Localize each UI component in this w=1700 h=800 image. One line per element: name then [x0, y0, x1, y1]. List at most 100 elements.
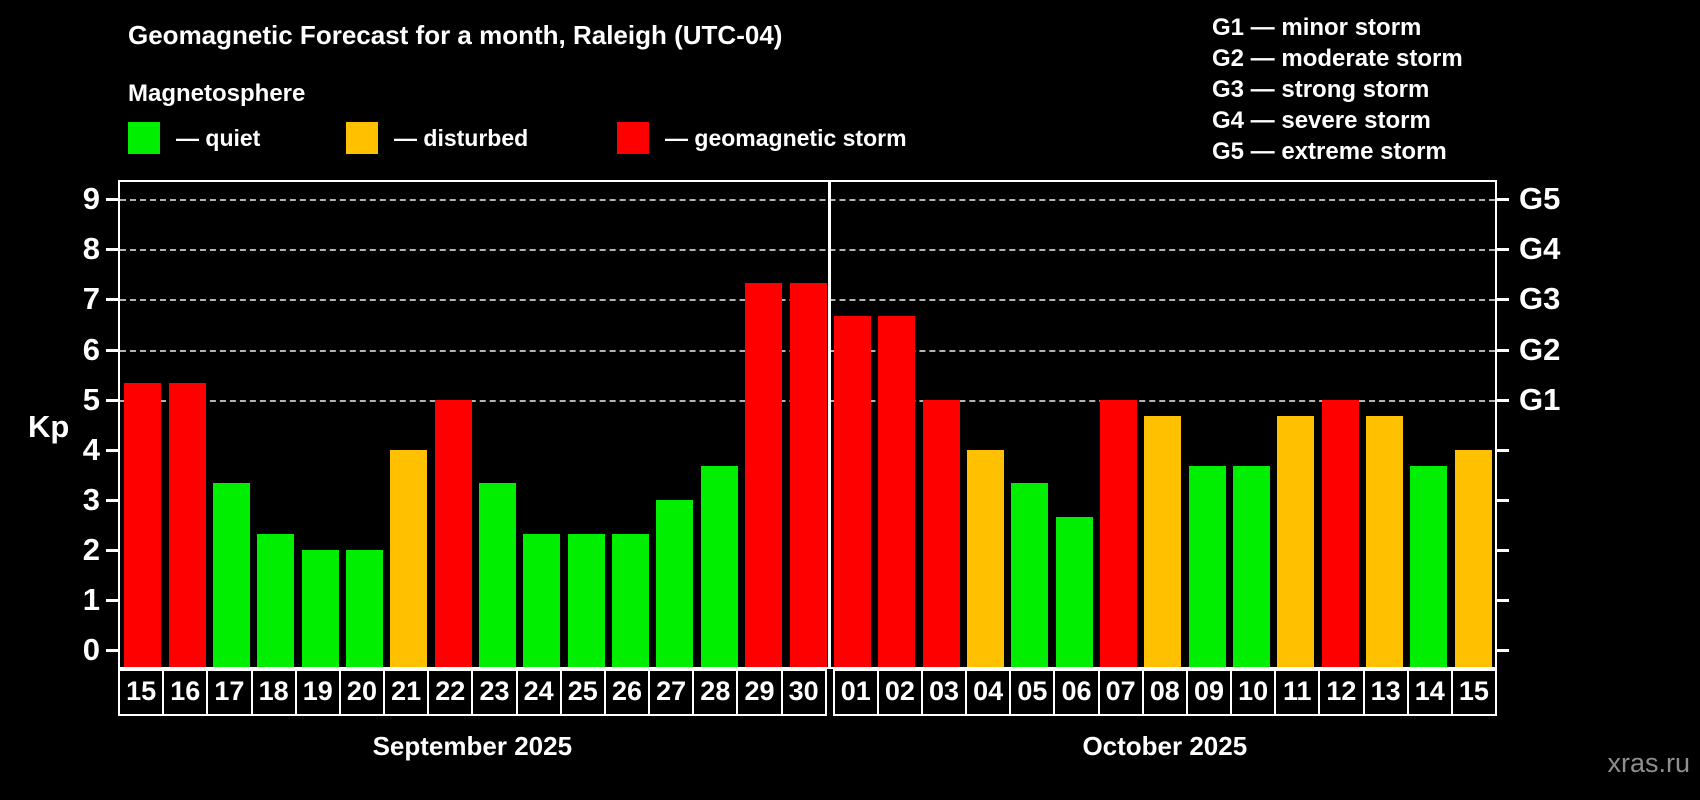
watermark: xras.ru	[1607, 748, 1690, 778]
month-label-0: September 2025	[372, 731, 573, 761]
y-tick-left-6	[106, 348, 118, 352]
day-cell-19: 19	[294, 669, 341, 716]
y-tick-right-4	[1497, 448, 1509, 452]
y-tick-left-3	[106, 498, 118, 502]
day-cell-23: 23	[471, 669, 518, 716]
y-tick-right-7	[1497, 298, 1509, 302]
day-cell-18: 18	[250, 669, 297, 716]
bar-day-15-storm	[124, 383, 162, 667]
y-axis-label-4: 4	[82, 431, 100, 467]
bar-day-01-storm	[833, 315, 871, 667]
g-legend-item-2: G2 — moderate storm	[1212, 45, 1463, 72]
day-cell-28: 28	[692, 669, 739, 716]
day-cell-29: 29	[736, 669, 783, 716]
day-cell-02: 02	[876, 669, 923, 716]
bar-day-28-quiet	[700, 466, 738, 667]
y-axis-label-9: 9	[82, 181, 100, 217]
g-legend-item-4: G4 — severe storm	[1212, 107, 1431, 134]
g-legend-item-5: G5 — extreme storm	[1212, 138, 1447, 165]
legend-item-disturbed: — disturbed	[346, 122, 528, 154]
chart-subtitle: Magnetosphere	[128, 80, 306, 107]
legend-item-storm: — geomagnetic storm	[617, 122, 907, 154]
day-cell-15: 15	[1450, 669, 1497, 716]
bar-day-20-quiet	[345, 550, 383, 667]
bar-day-30-storm	[789, 282, 827, 667]
month-separator-line	[827, 182, 831, 667]
month-labels: September 2025 October 2025	[118, 731, 1497, 762]
legend-item-quiet: — quiet	[128, 122, 260, 154]
day-cell-15: 15	[118, 669, 165, 716]
day-cell-08: 08	[1141, 669, 1188, 716]
day-cell-14: 14	[1406, 669, 1453, 716]
disturbed-swatch-icon	[346, 122, 378, 154]
g-axis-label-G4: G4	[1519, 231, 1561, 267]
bar-day-04-disturbed	[966, 449, 1004, 667]
day-cell-17: 17	[206, 669, 253, 716]
month-label-1: October 2025	[1082, 731, 1248, 761]
day-cell-30: 30	[780, 669, 827, 716]
bar-day-13-disturbed	[1366, 416, 1404, 667]
y-axis-label-6: 6	[82, 331, 100, 367]
bar-day-27-quiet	[656, 499, 694, 667]
y-tick-right-9	[1497, 198, 1509, 202]
y-axis-label-2: 2	[82, 532, 100, 568]
day-cell-25: 25	[559, 669, 606, 716]
y-tick-right-0	[1497, 649, 1509, 653]
day-cell-22: 22	[427, 669, 474, 716]
y-tick-right-1	[1497, 599, 1509, 603]
bar-day-07-storm	[1099, 399, 1137, 667]
gridline-kp-9	[120, 199, 1495, 202]
day-cell-05: 05	[1009, 669, 1056, 716]
g-axis-label-G3: G3	[1519, 281, 1561, 317]
y-tick-left-8	[106, 248, 118, 252]
y-tick-right-3	[1497, 498, 1509, 502]
day-cell-07: 07	[1097, 669, 1144, 716]
y-axis-label-1: 1	[82, 582, 100, 618]
y-tick-right-6	[1497, 348, 1509, 352]
y-tick-right-2	[1497, 549, 1509, 553]
y-axis-label-8: 8	[82, 231, 100, 267]
bar-day-14-quiet	[1410, 466, 1448, 667]
y-axis-label-7: 7	[82, 281, 100, 317]
bar-day-18-quiet	[257, 533, 295, 667]
bar-day-16-storm	[168, 383, 206, 667]
legend-quiet-label: — quiet	[176, 124, 261, 151]
plot-area: G1 G2 G3 G4 G5 0 1 2 3 4 5 6 7 8 9 Kp	[28, 180, 1560, 669]
legend-storm-label: — geomagnetic storm	[665, 124, 907, 151]
storm-swatch-icon	[617, 122, 649, 154]
day-cell-03: 03	[920, 669, 968, 716]
y-axis-label-5: 5	[82, 381, 100, 417]
bar-day-10-quiet	[1233, 466, 1271, 667]
g-axis-label-G2: G2	[1519, 331, 1561, 367]
day-cell-10: 10	[1230, 669, 1277, 716]
y-axis-label-3: 3	[82, 481, 100, 517]
day-axis: 15 16 17 18 19 20 21 22 23 24 25 26 27 28 29 30 01 02 03 04…	[118, 669, 1497, 716]
bar-day-12-storm	[1321, 399, 1359, 667]
y-tick-right-5	[1497, 398, 1509, 402]
gridline-kp-8	[120, 249, 1495, 252]
day-cell-27: 27	[648, 669, 695, 716]
g-scale-legend: G1 — minor storm G2 — moderate storm G3 — …	[1212, 12, 1463, 167]
y-tick-left-1	[106, 599, 118, 603]
g-legend-item-1: G1 — minor storm	[1212, 14, 1422, 41]
bar-day-29-storm	[745, 282, 783, 667]
page-title: Geomagnetic Forecast for a month, Raleig…	[128, 20, 783, 50]
day-cell-13: 13	[1362, 669, 1409, 716]
day-cell-06: 06	[1053, 669, 1100, 716]
bar-day-17-quiet	[212, 483, 250, 667]
day-cell-16: 16	[162, 669, 209, 716]
bar-day-24-quiet	[523, 533, 561, 667]
bar-day-08-disturbed	[1144, 416, 1182, 667]
bar-day-23-quiet	[479, 483, 517, 667]
y-tick-left-0	[106, 649, 118, 653]
day-row-month-1: 01 02 03 04 05 06 07 08 09 10 11 12 13 14 15	[832, 669, 1497, 716]
y-tick-left-5	[106, 398, 118, 402]
bar-day-02-storm	[878, 315, 916, 667]
bar-day-26-quiet	[612, 533, 650, 667]
bar-day-25-quiet	[567, 533, 605, 667]
legend-disturbed-label: — disturbed	[394, 124, 529, 151]
day-cell-01: 01	[832, 669, 879, 716]
g-axis-label-G1: G1	[1519, 381, 1561, 417]
bar-day-06-quiet	[1055, 516, 1093, 667]
